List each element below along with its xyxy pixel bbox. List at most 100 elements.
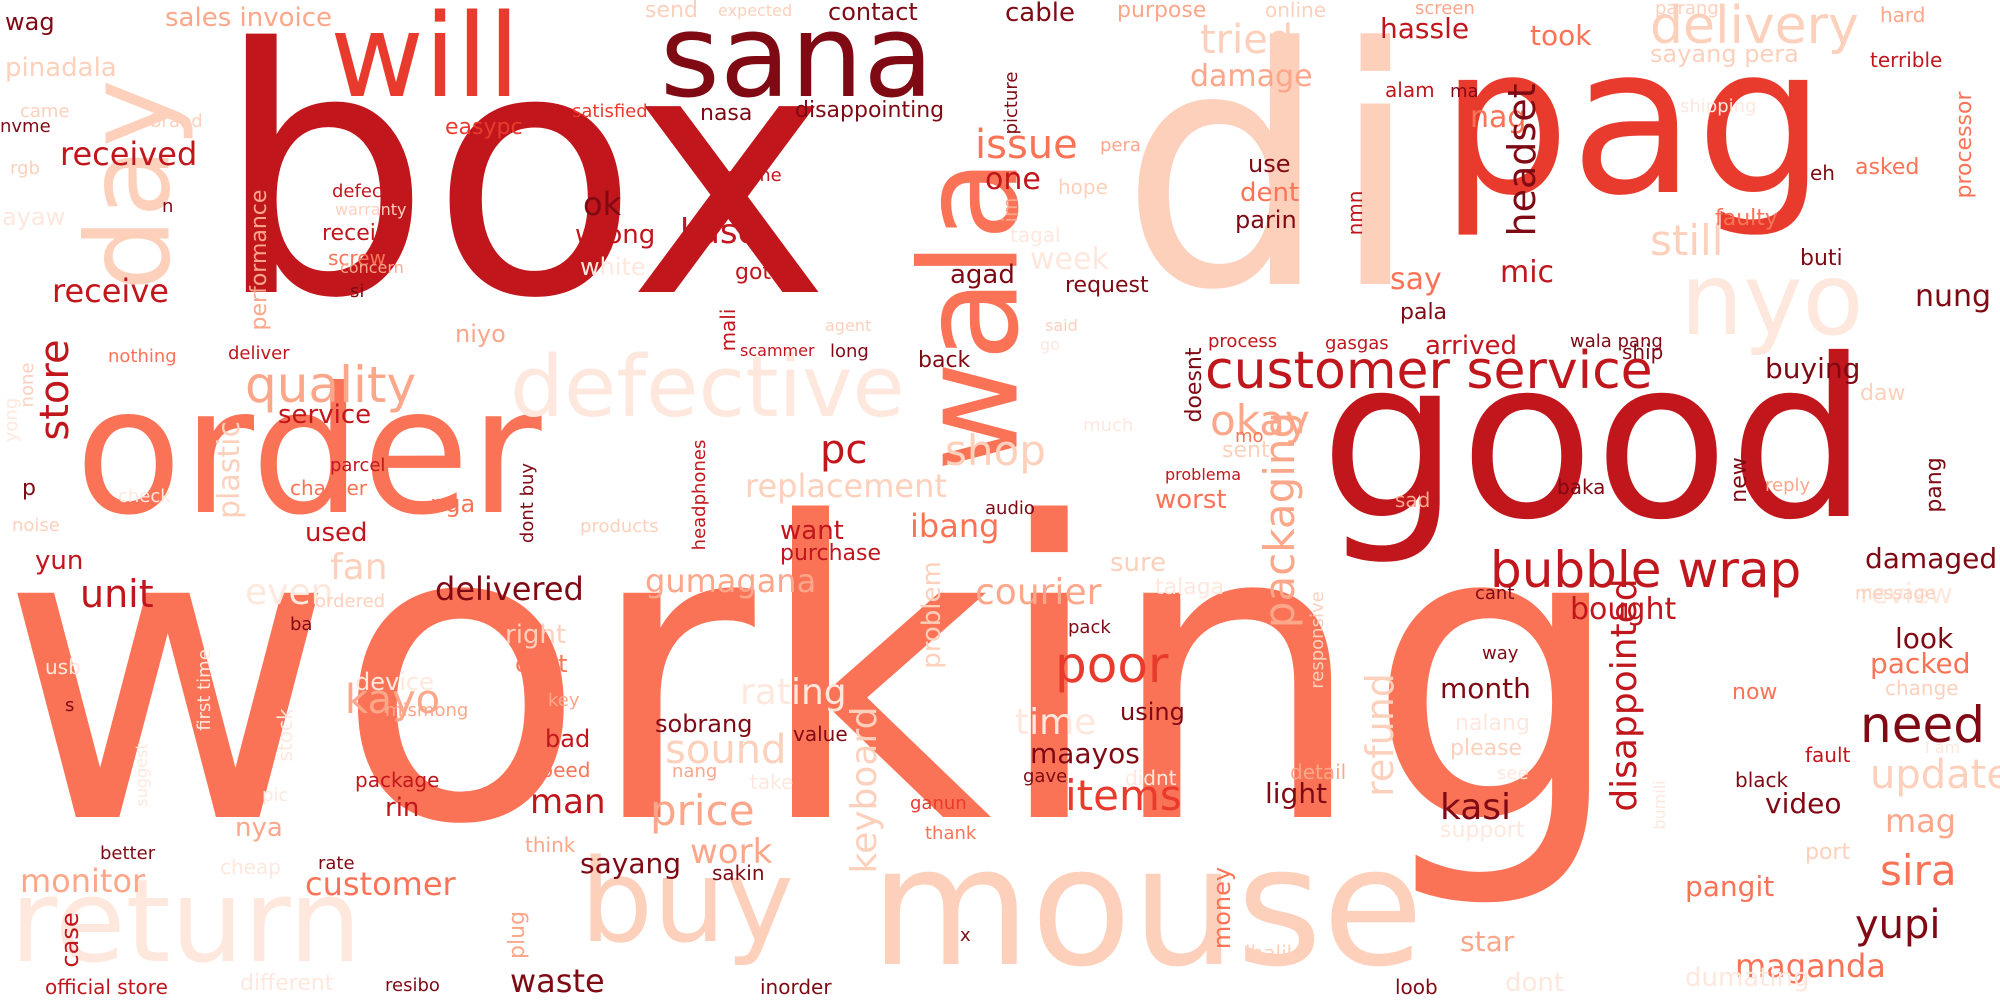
word-damage: damage <box>1190 59 1313 94</box>
word-asked: asked <box>1855 155 1920 180</box>
word-si: si <box>350 281 365 302</box>
word-performance: performance <box>247 189 272 331</box>
word-month: month <box>1440 672 1531 705</box>
word-mo: mo <box>1235 426 1264 447</box>
word-volume: volume <box>715 165 782 186</box>
word-damaged: damaged <box>1865 542 1998 575</box>
word-parang: parang <box>1655 0 1719 19</box>
word-good: good <box>1320 312 1869 568</box>
word-week: week <box>1030 242 1109 277</box>
word-change: change <box>1885 676 1959 700</box>
word-nothing: nothing <box>108 346 177 367</box>
word-nang: nang <box>672 761 718 782</box>
word-disappointed: disappointed <box>1604 578 1645 812</box>
word-warranty: warranty <box>335 200 407 219</box>
word-di: di <box>1120 0 1422 362</box>
word-shop: shop <box>945 426 1046 475</box>
word-wrong: wrong <box>575 220 656 250</box>
word-rating: rating <box>740 672 847 713</box>
word-star: star <box>1460 925 1515 958</box>
word-nvme: nvme <box>0 116 51 137</box>
word-ma: ma <box>1450 81 1479 102</box>
word-even: even <box>245 572 334 613</box>
word-unit: unit <box>80 572 154 616</box>
word-purpose: purpose <box>1117 0 1207 23</box>
word-x: x <box>960 925 971 946</box>
word-check: check <box>118 486 171 507</box>
word-rin: rin <box>385 793 420 823</box>
word-sayang: sayang <box>580 847 681 880</box>
word-keyboard: keyboard <box>844 706 885 874</box>
word-noise: noise <box>12 515 60 536</box>
word-picture: picture <box>1001 71 1022 135</box>
word-dent: dent <box>1240 178 1300 208</box>
word-official-store: official store <box>45 975 168 999</box>
word-much: much <box>1083 415 1134 436</box>
word-package: package <box>355 768 440 792</box>
word-need: need <box>1860 696 1985 754</box>
word-i-am: I am <box>1925 738 1961 757</box>
word-bumili: bumili <box>1650 780 1669 830</box>
word-screw: screw <box>328 246 386 270</box>
word-order: order <box>75 351 542 554</box>
word-easypc: easypc <box>445 115 523 140</box>
word-man: man <box>530 782 606 822</box>
word-inorder: inorder <box>760 975 832 999</box>
word-waste: waste <box>510 962 605 1000</box>
word-process: process <box>1208 331 1278 352</box>
word-video: video <box>1765 787 1842 820</box>
word-packed: packed <box>1870 647 1971 680</box>
word-problema: problema <box>1165 465 1242 484</box>
word-sana: sana <box>660 0 934 124</box>
word-monitor: monitor <box>20 862 146 900</box>
word-mismong: mismong <box>385 700 469 721</box>
word-cable: cable <box>1005 0 1075 28</box>
word-plug: plug <box>505 911 530 959</box>
word-delivered: delivered <box>435 570 584 608</box>
word-maayos: maayos <box>1030 737 1140 770</box>
word-using: using <box>1120 698 1185 726</box>
word-box: box <box>215 0 830 373</box>
word-purchase: purchase <box>780 541 881 566</box>
word-mouse: mouse <box>870 811 1424 1000</box>
word-sayang-pera: sayang pera <box>1650 40 1799 68</box>
word-kaso: kaso <box>680 212 759 252</box>
word-mic: mic <box>1500 255 1555 290</box>
word-look: look <box>1895 622 1954 655</box>
word-terrible: terrible <box>1870 48 1943 72</box>
word-hard: hard <box>1880 3 1926 27</box>
word-money: money <box>1208 866 1236 950</box>
word-pack: pack <box>1068 617 1111 638</box>
word-buy: buy <box>580 835 794 969</box>
word-worst: worst <box>1155 485 1227 515</box>
word-service: service <box>278 400 372 430</box>
word-pag: pag <box>1440 3 1826 241</box>
word-right: right <box>505 620 567 650</box>
word-light: light <box>1265 777 1328 810</box>
word-stock: stock <box>273 708 297 762</box>
word-key: key <box>548 690 580 711</box>
word-satisfied: satisfied <box>572 101 648 122</box>
word-buying: buying <box>1765 352 1861 385</box>
word-reply: reply <box>1765 475 1811 496</box>
word-now: now <box>1732 680 1778 705</box>
word-gave: gave <box>1023 766 1068 787</box>
word-alam: alam <box>1385 78 1435 102</box>
word-please: please <box>1450 736 1523 761</box>
word-quality: quality <box>245 356 417 414</box>
word-cheap: cheap <box>220 855 281 879</box>
word-customer: customer <box>305 865 456 903</box>
word-nalang: nalang <box>1455 711 1530 736</box>
word-yong: yong <box>1 397 22 443</box>
word-bought: bought <box>1570 592 1677 627</box>
word-issue: issue <box>975 122 1078 168</box>
word-pinadala: pinadala <box>5 53 117 83</box>
word-detail: detail <box>1290 760 1347 784</box>
word-price: price <box>650 786 755 835</box>
word-talaga: talaga <box>1155 575 1225 600</box>
word-return: return <box>10 855 362 989</box>
word-fault: fault <box>1805 743 1851 767</box>
word-tried: tried <box>1200 17 1294 63</box>
word-hassle: hassle <box>1380 12 1470 45</box>
